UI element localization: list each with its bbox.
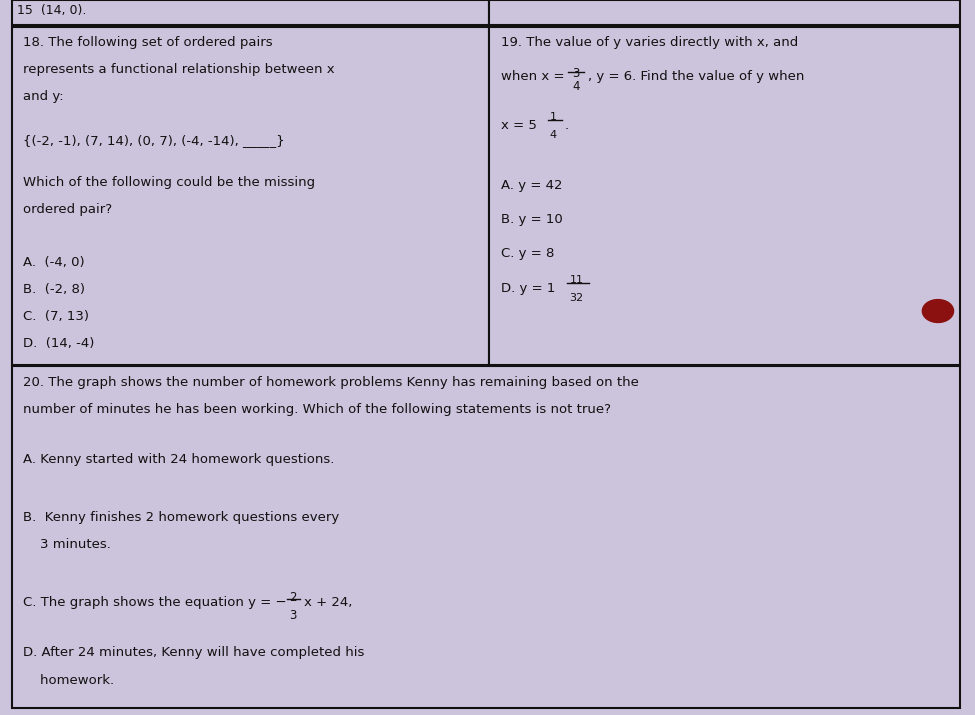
Text: ordered pair?: ordered pair? <box>23 203 112 216</box>
Text: D.  (14, -4): D. (14, -4) <box>23 337 95 350</box>
Text: {(-2, -1), (7, 14), (0, 7), (-4, -14), _____}: {(-2, -1), (7, 14), (0, 7), (-4, -14), _… <box>23 134 285 147</box>
Text: C.  (7, 13): C. (7, 13) <box>23 310 90 323</box>
Text: homework.: homework. <box>23 674 114 686</box>
Text: 4: 4 <box>550 130 557 140</box>
Text: , y = 6. Find the value of y when: , y = 6. Find the value of y when <box>588 70 804 83</box>
Text: A.  (-4, 0): A. (-4, 0) <box>23 256 85 269</box>
Text: and y:: and y: <box>23 90 64 103</box>
Text: Which of the following could be the missing: Which of the following could be the miss… <box>23 176 316 189</box>
Text: 19. The value of y varies directly with x, and: 19. The value of y varies directly with … <box>501 36 799 49</box>
Text: B. y = 10: B. y = 10 <box>501 213 563 226</box>
Text: 32: 32 <box>569 293 583 303</box>
Text: .: . <box>565 119 568 132</box>
Text: C. y = 8: C. y = 8 <box>501 247 555 260</box>
Text: 3 minutes.: 3 minutes. <box>23 538 111 551</box>
Text: 4: 4 <box>572 80 580 93</box>
Text: 11: 11 <box>569 275 583 285</box>
Text: D. After 24 minutes, Kenny will have completed his: D. After 24 minutes, Kenny will have com… <box>23 646 365 659</box>
Text: A. Kenny started with 24 homework questions.: A. Kenny started with 24 homework questi… <box>23 453 334 466</box>
Text: 3: 3 <box>572 67 580 80</box>
Text: B.  (-2, 8): B. (-2, 8) <box>23 283 86 296</box>
Text: A. y = 42: A. y = 42 <box>501 179 563 192</box>
Text: represents a functional relationship between x: represents a functional relationship bet… <box>23 63 335 76</box>
Text: 2: 2 <box>290 591 297 603</box>
Y-axis label: PROBLEMS REMAINING: PROBLEMS REMAINING <box>488 459 501 621</box>
X-axis label: TIME (MINUTES): TIME (MINUTES) <box>668 695 795 709</box>
Text: 3: 3 <box>290 609 297 622</box>
Text: D. y = 1: D. y = 1 <box>501 282 556 295</box>
Text: when x =: when x = <box>501 70 568 83</box>
Text: x = 5: x = 5 <box>501 119 537 132</box>
Text: 15  (14, 0).: 15 (14, 0). <box>17 4 86 16</box>
Text: 18. The following set of ordered pairs: 18. The following set of ordered pairs <box>23 36 273 49</box>
Text: x + 24,: x + 24, <box>304 596 353 609</box>
Text: C. The graph shows the equation y = −: C. The graph shows the equation y = − <box>23 596 287 609</box>
Text: B.  Kenny finishes 2 homework questions every: B. Kenny finishes 2 homework questions e… <box>23 511 339 523</box>
Text: number of minutes he has been working. Which of the following statements is not : number of minutes he has been working. W… <box>23 403 611 416</box>
Text: 1: 1 <box>550 112 557 122</box>
Text: 20. The graph shows the number of homework problems Kenny has remaining based on: 20. The graph shows the number of homewo… <box>23 376 640 389</box>
